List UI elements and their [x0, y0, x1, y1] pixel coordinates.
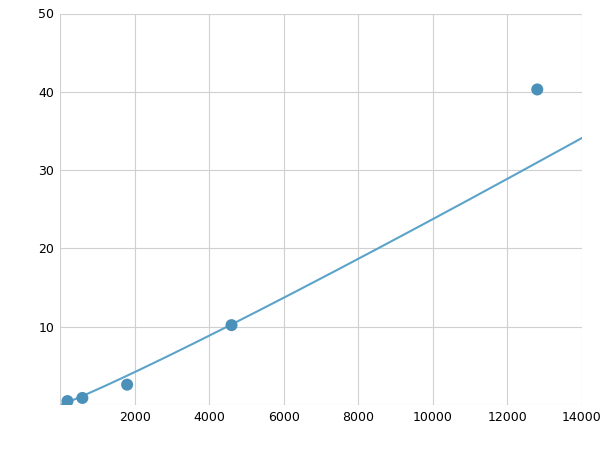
- Point: [62, 397, 72, 405]
- Point: [122, 381, 132, 388]
- Point: [227, 322, 236, 329]
- Point: [77, 394, 87, 401]
- Point: [532, 86, 542, 93]
